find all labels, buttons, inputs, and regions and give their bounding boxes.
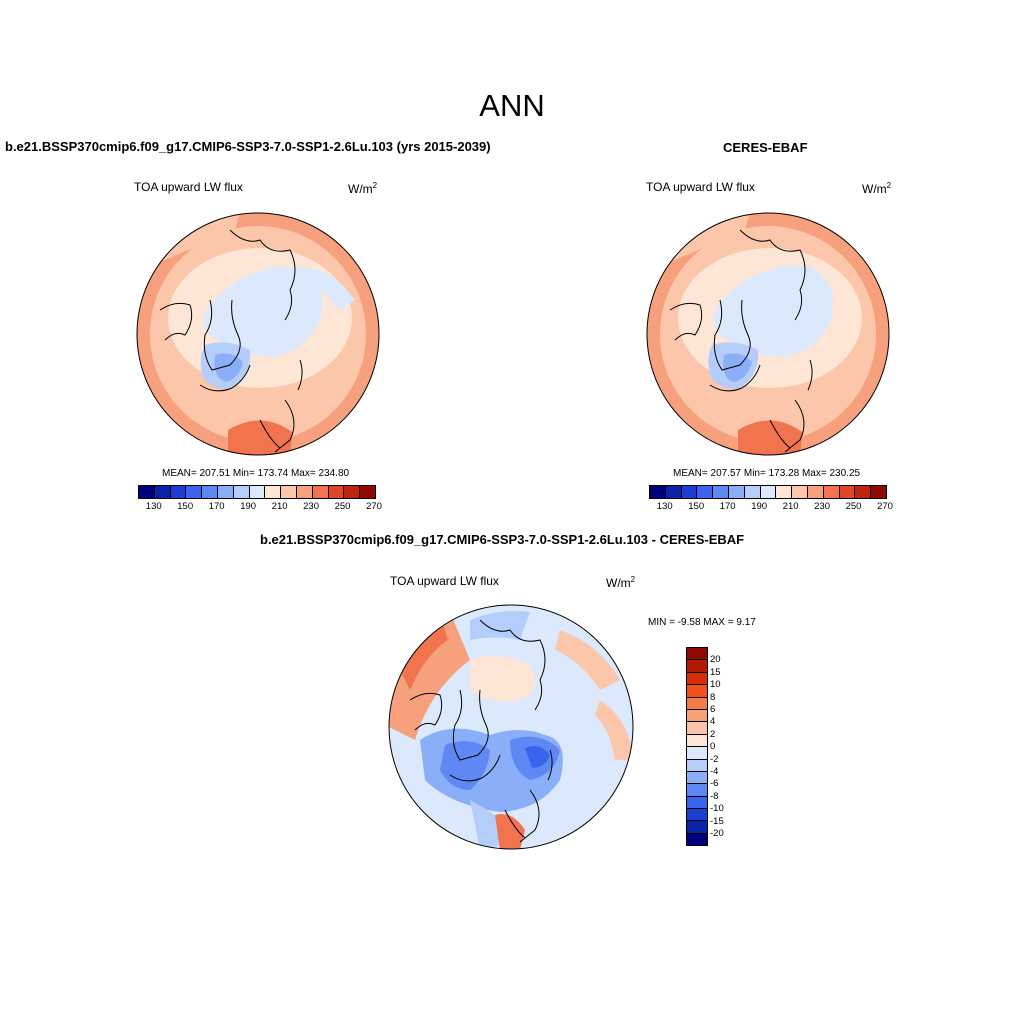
colorbar-tick-label: 230 [303,501,319,512]
colorbar-swatch [744,486,761,498]
colorbar-tick-label: -4 [710,766,719,777]
colorbar-tick-label: 2 [710,728,716,740]
diff-unit-label: W/m2 [606,575,636,590]
colorbar-swatch [807,486,824,498]
colorbar-swatch [687,821,707,834]
colorbar-swatch [792,486,808,498]
colorbar-tick-label: -10 [710,803,724,815]
colorbar-swatch [687,709,707,723]
colorbar-tick-label: 8 [710,691,716,703]
colorbar-swatch [687,722,707,735]
colorbar-swatch [728,486,745,498]
diff-variable-label: TOA upward LW flux [390,574,499,588]
colorbar-swatch [265,486,282,498]
colorbar-tick-label: 270 [877,501,893,512]
colorbar-tick-label: 170 [208,501,225,512]
colorbar-swatch [360,486,375,498]
figure-title: ANN [479,88,545,123]
colorbar-swatch [154,486,171,498]
colorbar-tick-label: 0 [710,741,716,753]
colorbar-swatch [296,486,313,498]
right-panel-title: CERES-EBAF [723,140,808,155]
colorbar-swatch [687,796,707,810]
colorbar-swatch [713,486,729,498]
colorbar-tick-label: -2 [710,753,719,765]
colorbar-swatch [823,486,840,498]
colorbar-tick-label: 210 [782,501,799,512]
colorbar-tick-label: -15 [710,815,724,827]
colorbar-tick-label: -20 [710,828,724,839]
colorbar-tick-label: 190 [240,501,257,512]
colorbar-tick-label: 210 [271,501,288,512]
colorbar-swatch [687,734,707,748]
colorbar-swatch [687,648,707,661]
colorbar-tick-label: 250 [845,501,862,512]
diff-panel-title: b.e21.BSSP370cmip6.f09_g17.CMIP6-SSP3-7.… [260,532,745,547]
colorbar-tick-label: 6 [710,704,716,715]
colorbar-swatch [687,809,707,822]
colorbar-tick-label: 170 [719,501,736,512]
right-stats: MEAN= 207.57 Min= 173.28 Max= 230.25 [673,468,861,479]
colorbar-swatch [687,685,707,698]
colorbar-swatch [650,486,666,498]
colorbar-swatch [687,759,707,772]
colorbar-swatch [139,486,155,498]
colorbar-tick-label: 270 [366,501,382,512]
left-stats: MEAN= 207.51 Min= 173.74 Max= 234.80 [162,468,350,479]
colorbar-swatch [170,486,187,498]
left-colorbar [138,485,376,499]
colorbar-tick-label: 20 [710,654,721,666]
colorbar-swatch [281,486,297,498]
colorbar-swatch [687,833,707,846]
colorbar-swatch [760,486,777,498]
colorbar-swatch [687,660,707,673]
colorbar-swatch [186,486,203,498]
left-unit-label: W/m2 [348,181,378,196]
colorbar-swatch [776,486,793,498]
diff-colorbar [686,647,708,847]
colorbar-swatch [687,747,707,760]
colorbar-tick-label: 10 [710,679,721,691]
colorbar-swatch [687,672,707,686]
colorbar-swatch [233,486,250,498]
colorbar-swatch [687,771,707,785]
colorbar-swatch [871,486,886,498]
colorbar-swatch [328,486,345,498]
colorbar-swatch [344,486,361,498]
colorbar-swatch [687,784,707,797]
left-variable-label: TOA upward LW flux [134,180,243,194]
colorbar-tick-label: 150 [688,501,705,512]
colorbar-tick-label: 250 [334,501,351,512]
colorbar-swatch [665,486,682,498]
colorbar-swatch [217,486,234,498]
colorbar-swatch [855,486,872,498]
colorbar-tick-label: -8 [710,790,719,802]
diff-stats: MIN = -9.58 MAX = 9.17 [648,617,756,628]
left-panel-title: b.e21.BSSP370cmip6.f09_g17.CMIP6-SSP3-7.… [5,139,491,154]
colorbar-tick-label: 15 [710,666,721,678]
colorbar-tick-label: 190 [751,501,768,512]
colorbar-tick-label: 130 [656,501,673,512]
colorbar-swatch [697,486,714,498]
colorbar-tick-label: 230 [814,501,830,512]
colorbar-tick-label: 130 [145,501,162,512]
colorbar-swatch [687,697,707,710]
colorbar-tick-label: 4 [710,716,716,728]
colorbar-swatch [681,486,698,498]
colorbar-swatch [839,486,856,498]
right-unit-label: W/m2 [862,181,892,196]
colorbar-swatch [202,486,218,498]
right-variable-label: TOA upward LW flux [646,180,755,194]
colorbar-swatch [249,486,266,498]
colorbar-tick-label: -6 [710,778,719,790]
right-colorbar [649,485,887,499]
colorbar-tick-label: 150 [177,501,194,512]
colorbar-swatch [312,486,329,498]
